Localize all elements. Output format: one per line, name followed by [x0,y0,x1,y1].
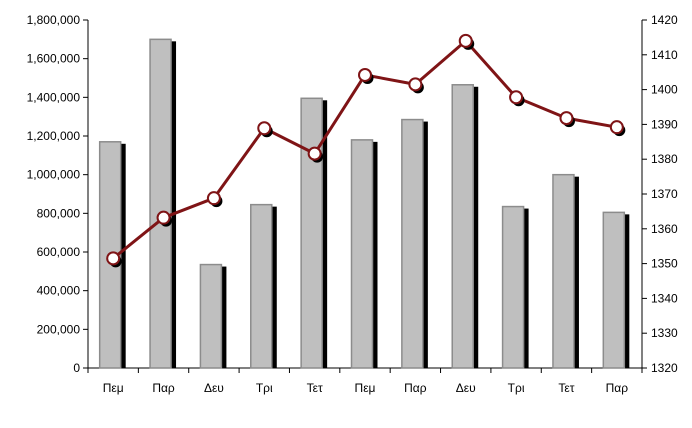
bar [602,211,626,369]
line-point [408,77,423,92]
bars-layer [98,38,630,369]
line-point [307,146,322,161]
left-y-tick-label: 1,800,000 [27,13,81,27]
bar [451,84,474,369]
line-layer [106,33,626,268]
bar [350,139,374,369]
x-tick-label: Τρι [256,381,273,395]
right-y-tick-label: 1370 [651,187,678,201]
left-y-tick-label: 1,600,000 [27,52,81,66]
right-y-tick-label: 1350 [651,257,678,271]
x-tick-label: Παρ [404,381,427,395]
line-point [559,111,574,126]
right-y-tick-label: 1330 [651,326,678,340]
right-y-tick-label: 1340 [651,291,678,305]
line-point [206,191,221,206]
left-y-tick-label: 200,000 [37,322,81,336]
x-tick-label: Πεμ [103,381,124,395]
right-y-tick-label: 1360 [651,222,678,236]
line-point [156,210,171,225]
right-y-tick-label: 1410 [651,48,678,62]
right-y-tick-label: 1400 [651,83,678,97]
left-y-tick-label: 1,400,000 [27,90,81,104]
x-tick-label: Δευ [456,381,476,395]
x-tick-label: Πεμ [355,381,376,395]
x-tick-label: Δευ [204,381,224,395]
bar [250,203,273,369]
left-y-tick-label: 400,000 [37,284,81,298]
tick-labels-layer: 0 200,000 400,000 600,000 800,000 1,000,000 1,… [27,13,678,395]
bar [300,97,323,369]
right-y-tick-label: 1390 [651,117,678,131]
bar [149,38,172,369]
line-point [609,120,624,135]
x-tick-label: Τρι [508,381,525,395]
bar [501,205,525,369]
x-tick-label: Τετ [307,381,323,395]
left-y-tick-label: 600,000 [37,245,81,259]
right-y-tick-label: 1380 [651,152,678,166]
left-y-tick-label: 1,200,000 [27,129,81,143]
line-point [106,251,121,266]
bar [401,118,424,369]
left-y-tick-label: 0 [73,361,80,375]
left-y-tick-label: 800,000 [37,206,81,220]
right-y-tick-label: 1420 [651,13,678,27]
x-tick-label: Παρ [152,381,175,395]
line-point [458,33,473,48]
line-point [257,121,272,136]
line-point [358,67,372,82]
bar [552,173,575,369]
bar [199,263,223,369]
line-point [509,90,524,105]
right-y-tick-label: 1320 [651,361,678,375]
x-tick-label: Παρ [606,381,629,395]
left-y-tick-label: 1,000,000 [27,168,81,182]
x-tick-label: Τετ [558,381,574,395]
